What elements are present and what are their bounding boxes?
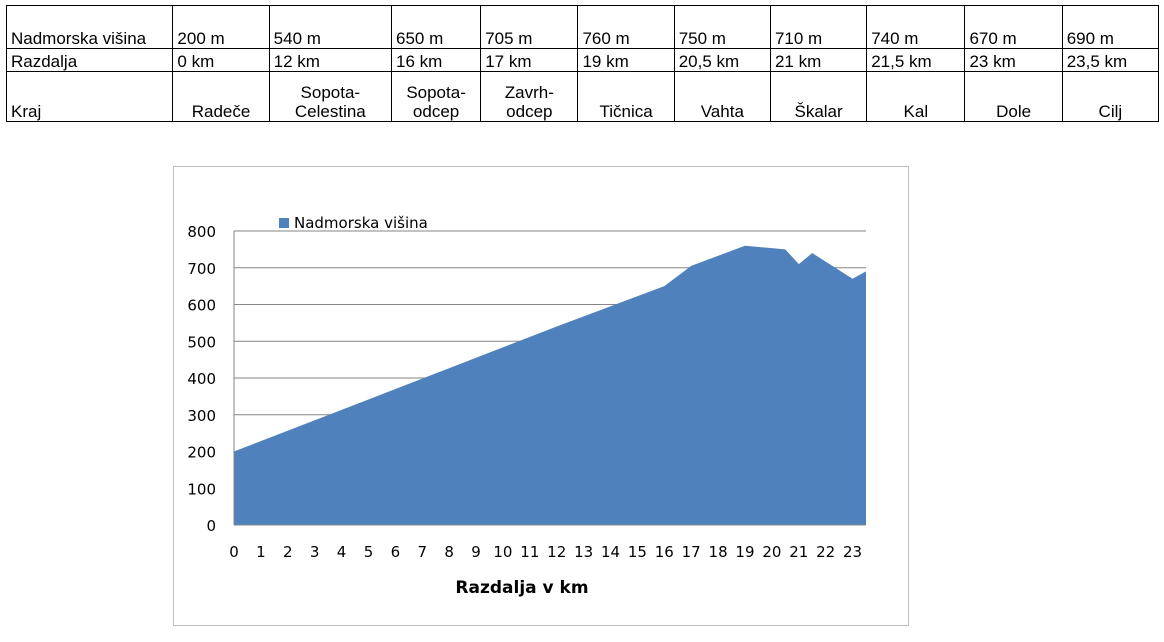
place-cell: Sopota-odcep (390, 71, 482, 122)
distance-cell: 21,5 km (866, 48, 966, 72)
elevation-row: Nadmorska višina 200 m 540 m 650 m 705 m 760 … (5, 5, 1160, 49)
x-tick-label: 19 (735, 543, 754, 561)
x-tick-label: 11 (520, 543, 539, 561)
row-label-distance: Razdalja (5, 48, 174, 72)
x-tick-label: 17 (682, 543, 701, 561)
elevation-cell: 710 m (769, 5, 868, 49)
x-tick-label: 6 (391, 543, 401, 561)
x-tick-label: 22 (816, 543, 835, 561)
x-tick-label: 16 (655, 543, 674, 561)
y-tick-label: 0 (206, 517, 216, 535)
x-tick-label: 14 (601, 543, 620, 561)
distance-cell: 20,5 km (673, 48, 771, 72)
x-tick-label: 23 (843, 543, 862, 561)
x-tick-label: 4 (337, 543, 347, 561)
x-tick-label: 13 (574, 543, 593, 561)
distance-cell: 16 km (390, 48, 482, 72)
place-cell: Radeče (172, 71, 270, 122)
y-tick-label: 700 (187, 260, 216, 278)
place-cell: Dole (964, 71, 1063, 122)
distance-cell: 19 km (577, 48, 675, 72)
distance-row: Razdalja 0 km 12 km 16 km 17 km 19 km 20,5 km 2… (5, 48, 1160, 72)
x-tick-label: 18 (709, 543, 728, 561)
x-tick-label: 21 (789, 543, 808, 561)
x-tick-label: 2 (283, 543, 293, 561)
x-tick-label: 7 (417, 543, 427, 561)
y-tick-label: 600 (187, 297, 216, 315)
elevation-cell: 650 m (390, 5, 482, 49)
x-tick-label: 8 (444, 543, 454, 561)
place-row: Kraj Radeče Sopota-Celestina Sopota-odcep Za… (5, 71, 1160, 122)
y-tick-label: 800 (187, 223, 216, 241)
chart-container: 0 100 200 300 400 500 600 700 800 0 1 2 3 4 5 6 7 8 9 10 11 1… (173, 166, 909, 626)
x-tick-label: 15 (628, 543, 647, 561)
place-cell: Cilj (1061, 71, 1160, 122)
place-cell: Kal (866, 71, 966, 122)
elevation-cell: 740 m (866, 5, 966, 49)
place-cell: Zavrh-odcep (480, 71, 579, 122)
elevation-cell: 540 m (268, 5, 392, 49)
distance-cell: 21 km (769, 48, 868, 72)
elevation-area (234, 245, 866, 525)
x-tick-label: 3 (310, 543, 320, 561)
distance-cell: 0 km (172, 48, 270, 72)
x-tick-label: 9 (471, 543, 481, 561)
place-cell: Tičnica (577, 71, 675, 122)
row-label-elevation: Nadmorska višina (5, 5, 174, 49)
elevation-cell: 760 m (577, 5, 675, 49)
elevation-cell: 750 m (673, 5, 771, 49)
x-tick-label: 1 (256, 543, 266, 561)
x-tick-label: 20 (762, 543, 781, 561)
x-tick-label: 12 (547, 543, 566, 561)
distance-cell: 23,5 km (1061, 48, 1160, 72)
row-label-place: Kraj (5, 71, 174, 122)
place-cell: Vahta (673, 71, 771, 122)
x-tick-label: 5 (364, 543, 374, 561)
distance-cell: 23 km (964, 48, 1063, 72)
elevation-cell: 670 m (964, 5, 1063, 49)
legend-label: Nadmorska višina (294, 214, 428, 232)
elevation-cell: 705 m (480, 5, 579, 49)
x-axis-title: Razdalja v km (455, 578, 588, 598)
x-tick-label: 0 (229, 543, 239, 561)
y-tick-label: 300 (187, 407, 216, 425)
elevation-cell: 690 m (1061, 5, 1160, 49)
y-tick-label: 100 (187, 480, 216, 498)
x-tick-label: 10 (493, 543, 512, 561)
distance-cell: 12 km (268, 48, 392, 72)
place-cell: Sopota-Celestina (268, 71, 392, 122)
place-cell: Škalar (769, 71, 868, 122)
y-tick-label: 200 (187, 444, 216, 462)
elevation-table: Nadmorska višina 200 m 540 m 650 m 705 m 760 … (5, 5, 1160, 122)
y-tick-label: 500 (187, 333, 216, 351)
elevation-cell: 200 m (172, 5, 270, 49)
y-tick-label: 400 (187, 370, 216, 388)
distance-cell: 17 km (480, 48, 579, 72)
legend-swatch (279, 218, 289, 228)
